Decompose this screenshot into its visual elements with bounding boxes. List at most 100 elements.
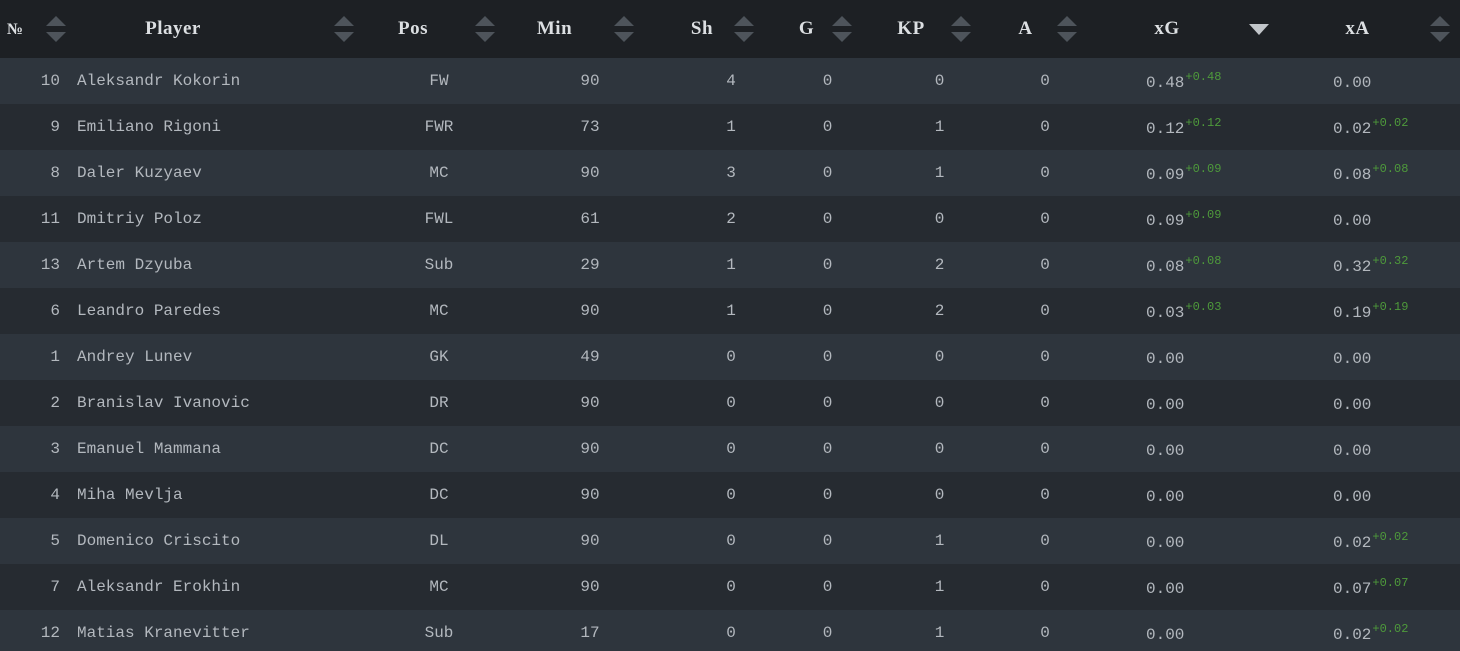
shots: 3 [726,164,736,182]
table-row[interactable]: 6 Leandro Paredes MC 90 1 0 2 0 0.03+0.0… [0,288,1460,334]
sort-arrows-icon[interactable] [832,16,852,42]
assists: 0 [1040,394,1050,412]
shots: 0 [726,394,736,412]
column-header-a[interactable]: A [992,0,1089,58]
player-name[interactable]: Dmitriy Poloz [77,210,202,228]
table-row[interactable]: 3 Emanuel Mammana DC 90 0 0 0 0 0.00 0.0… [0,426,1460,472]
sort-arrows-icon[interactable] [614,16,634,42]
table-row[interactable]: 12 Matias Kranevitter Sub 17 0 0 1 0 0.0… [0,610,1460,651]
column-label-pos: Pos [398,18,428,39]
xg-value: 0.00 [1146,442,1185,460]
player-number: 9 [50,118,60,136]
column-header-min[interactable]: Min [507,0,647,58]
assists: 0 [1040,302,1050,320]
column-label-a: A [1018,18,1033,39]
player-name[interactable]: Aleksandr Kokorin [77,72,241,90]
minutes-played: 73 [580,118,600,136]
xg-value: 0.08 [1146,258,1185,276]
player-name[interactable]: Emiliano Rigoni [77,118,222,136]
column-header-xg[interactable]: xG [1089,0,1275,58]
key-passes: 1 [934,118,945,136]
xg-diff: +0.48 [1185,70,1222,84]
player-number: 4 [50,486,60,504]
xa-value: 0.00 [1333,212,1372,230]
expected-goals: 0.48+0.48 [1089,58,1275,104]
table-body: 10 Aleksandr Kokorin FW 90 4 0 0 0 0.48+… [0,58,1460,651]
xg-value: 0.00 [1146,580,1185,598]
table-row[interactable]: 5 Domenico Criscito DL 90 0 0 1 0 0.00 0… [0,518,1460,564]
player-name[interactable]: Domenico Criscito [77,532,241,550]
table-row[interactable]: 4 Miha Mevlja DC 90 0 0 0 0 0.00 0.00 [0,472,1460,518]
table-row[interactable]: 7 Aleksandr Erokhin MC 90 0 0 1 0 0.00 0… [0,564,1460,610]
expected-assists: 0.02+0.02 [1275,518,1460,564]
expected-goals: 0.12+0.12 [1089,104,1275,150]
xg-diff: +0.03 [1185,300,1222,314]
column-header-player[interactable]: Player [77,0,369,58]
column-label-kp: KP [897,18,925,39]
sort-arrows-icon[interactable] [1057,16,1077,42]
table-row[interactable]: 9 Emiliano Rigoni FWR 73 1 0 1 0 0.12+0.… [0,104,1460,150]
table-row[interactable]: 13 Artem Dzyuba Sub 29 1 0 2 0 0.08+0.08… [0,242,1460,288]
player-name[interactable]: Miha Mevlja [77,486,183,504]
sort-arrows-icon[interactable] [46,16,66,42]
goals: 0 [822,394,833,412]
sort-arrows-icon[interactable] [734,16,754,42]
xg-value: 0.00 [1146,396,1185,414]
shots: 0 [726,440,736,458]
column-header-num[interactable]: № [0,0,77,58]
goals: 0 [822,302,833,320]
table-row[interactable]: 8 Daler Kuzyaev MC 90 3 0 1 0 0.09+0.09 … [0,150,1460,196]
player-position: MC [429,578,449,596]
assists: 0 [1040,440,1050,458]
player-number: 8 [50,164,60,182]
sort-arrows-icon[interactable] [1430,16,1450,42]
expected-goals: 0.09+0.09 [1089,150,1275,196]
xg-value: 0.00 [1146,350,1185,368]
xg-value: 0.00 [1146,626,1185,644]
assists: 0 [1040,532,1050,550]
player-number: 11 [40,210,60,228]
column-header-xa[interactable]: xA [1275,0,1460,58]
expected-goals: 0.00 [1089,380,1275,426]
minutes-played: 90 [580,72,600,90]
player-number: 7 [50,578,60,596]
xa-diff: +0.02 [1372,530,1409,544]
goals: 0 [822,440,833,458]
player-name[interactable]: Andrey Lunev [77,348,193,366]
sort-arrows-icon[interactable] [334,16,354,42]
minutes-played: 90 [580,486,600,504]
player-name[interactable]: Matias Kranevitter [77,624,250,642]
expected-goals: 0.00 [1089,426,1275,472]
xa-diff: +0.08 [1372,162,1409,176]
key-passes: 2 [934,256,945,274]
expected-goals: 0.00 [1089,610,1275,651]
sort-arrows-icon[interactable] [475,16,495,42]
shots: 0 [726,532,736,550]
player-name[interactable]: Leandro Paredes [77,302,222,320]
player-name[interactable]: Aleksandr Erokhin [77,578,241,596]
table-row[interactable]: 11 Dmitriy Poloz FWL 61 2 0 0 0 0.09+0.0… [0,196,1460,242]
goals: 0 [822,72,833,90]
player-name[interactable]: Artem Dzyuba [77,256,193,274]
sort-arrows-icon[interactable] [951,16,971,42]
goals: 0 [822,486,833,504]
player-name[interactable]: Daler Kuzyaev [77,164,202,182]
column-header-sh[interactable]: Sh [647,0,773,58]
goals: 0 [822,118,833,136]
xg-diff: +0.09 [1185,208,1222,222]
player-position: DL [429,532,449,550]
player-position: DC [429,486,449,504]
column-header-g[interactable]: G [773,0,870,58]
table-row[interactable]: 10 Aleksandr Kokorin FW 90 4 0 0 0 0.48+… [0,58,1460,104]
sort-descending-icon[interactable] [1249,16,1269,42]
column-header-kp[interactable]: KP [870,0,992,58]
shots: 0 [726,578,736,596]
table-row[interactable]: 1 Andrey Lunev GK 49 0 0 0 0 0.00 0.00 [0,334,1460,380]
goals: 0 [822,532,833,550]
shots: 2 [726,210,736,228]
player-name[interactable]: Branislav Ivanovic [77,394,250,412]
table-row[interactable]: 2 Branislav Ivanovic DR 90 0 0 0 0 0.00 … [0,380,1460,426]
column-header-pos[interactable]: Pos [369,0,507,58]
xa-value: 0.00 [1333,396,1372,414]
player-name[interactable]: Emanuel Mammana [77,440,222,458]
